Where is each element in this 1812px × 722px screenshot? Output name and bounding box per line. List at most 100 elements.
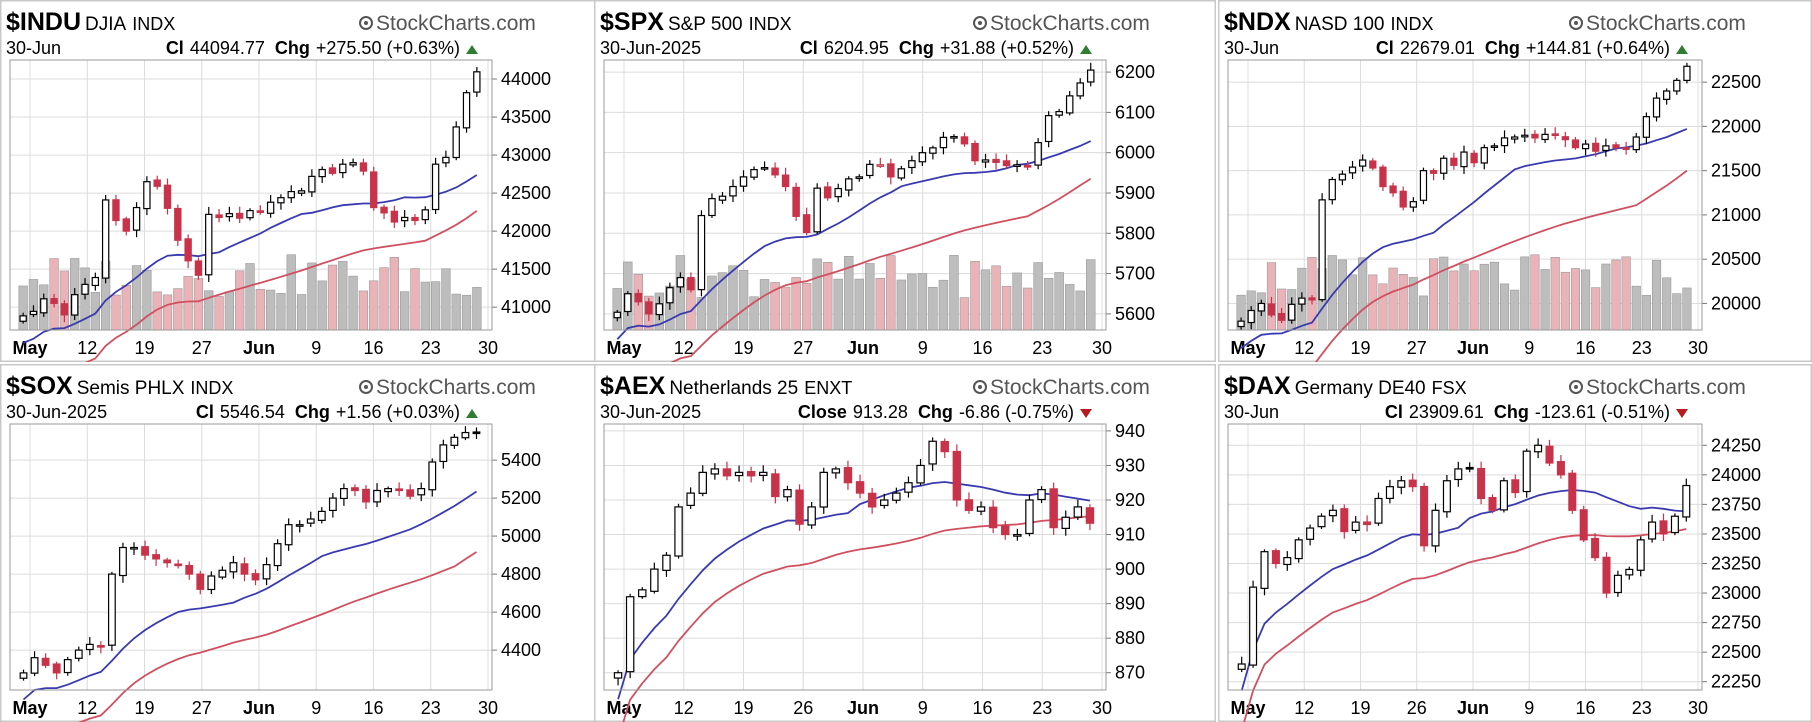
volume-bar (90, 292, 100, 331)
candle-body (194, 260, 203, 276)
close-label: Close (798, 402, 847, 422)
volume-bar (1510, 289, 1520, 331)
close-label: Cl (1376, 38, 1394, 58)
x-tick-label: Jun (847, 338, 879, 358)
symbol-label: $SPX (600, 8, 664, 36)
volume-bar (886, 255, 896, 331)
candle-body (50, 298, 58, 304)
ma-50-line (622, 515, 1090, 722)
x-tick-label: 30 (1688, 698, 1708, 718)
volume-bar (854, 278, 864, 331)
candle-body (710, 468, 720, 475)
candle-body (1521, 134, 1529, 138)
candle-body (1385, 486, 1394, 499)
watermark-icon-dot (364, 21, 368, 25)
candle-body (1055, 110, 1063, 116)
change-up-arrow-icon (1080, 45, 1092, 54)
candle-body (1613, 574, 1622, 594)
volume-bar (1449, 270, 1459, 331)
candle-body (1399, 190, 1407, 208)
x-tick-label: 27 (793, 338, 813, 358)
candle-body (421, 209, 429, 221)
candle-body (328, 497, 337, 512)
x-tick-label: 9 (311, 338, 321, 358)
candle-body (1294, 539, 1303, 560)
candle-body (1625, 568, 1634, 576)
candle-body (384, 487, 393, 493)
candle-body (400, 216, 409, 222)
x-tick-label: Jun (1457, 338, 1489, 358)
x-tick-label: 26 (793, 698, 813, 718)
candle-body (760, 166, 769, 170)
candle-body (185, 564, 194, 575)
candle-body (295, 524, 304, 527)
y-tick-label: 5000 (501, 526, 541, 546)
candle-body (718, 195, 727, 201)
candle-body (339, 487, 348, 500)
candle-body (1488, 496, 1497, 511)
change-value: +31.88 (+0.52%) (940, 38, 1074, 58)
candle-body (976, 506, 986, 512)
volume-bar (1001, 285, 1012, 331)
volume-bar (286, 254, 296, 331)
volume-bar (1022, 287, 1033, 331)
y-tick-label: 930 (1115, 455, 1145, 475)
change-value: +144.81 (+0.64%) (1526, 38, 1670, 58)
ma-20-line (616, 140, 1092, 340)
volume-bar (111, 294, 121, 331)
candle-body (1500, 137, 1509, 147)
candle-body (246, 209, 254, 219)
candle-body (771, 473, 780, 498)
candle-body (41, 657, 50, 666)
chart-panel-sox: $SOX Semis PHLX INDX StockCharts.com 30-Jun-… (0, 364, 602, 722)
candle-body (359, 162, 368, 172)
volume-bar (1530, 254, 1540, 331)
y-tick-label: 42000 (501, 221, 551, 241)
volume-bar (173, 288, 183, 331)
candle-body (783, 489, 792, 498)
x-tick-label: 19 (134, 338, 154, 358)
candle-body (1642, 116, 1651, 138)
candle-body (1359, 159, 1367, 167)
x-tick-label: 30 (1092, 338, 1112, 358)
symbol-label: $NDX (1224, 8, 1291, 36)
candle-body (1340, 508, 1349, 533)
candle-body (439, 444, 448, 463)
volume-bar (1682, 287, 1692, 331)
y-tick-label: 5900 (1115, 183, 1155, 203)
volume-bar (970, 261, 980, 331)
candle-body (866, 163, 874, 177)
watermark-label: StockCharts.com (990, 376, 1150, 399)
candle-body (928, 440, 937, 465)
watermark-icon (1569, 16, 1583, 30)
candle-body (950, 135, 958, 139)
volume-bar (389, 257, 399, 331)
candle-series (613, 437, 1095, 686)
candle-body (462, 92, 471, 129)
plot-area (1228, 424, 1702, 690)
symbol-label: $SOX (6, 372, 73, 400)
candle-body (729, 185, 737, 197)
candle-body (240, 563, 249, 575)
candle-body (1477, 467, 1486, 500)
volume-bar (959, 297, 970, 331)
candle-body (1338, 173, 1347, 181)
volume-bar (1054, 272, 1064, 331)
candle-body (122, 218, 130, 232)
candle-body (1561, 136, 1569, 141)
x-tick-label: 12 (1294, 338, 1314, 358)
candle-body (63, 659, 72, 674)
volume-series (1236, 254, 1692, 331)
x-tick-label: 9 (311, 698, 321, 718)
candle-body (1541, 133, 1549, 141)
candle-body (52, 663, 61, 674)
x-tick-label: 19 (733, 338, 753, 358)
candle-body (698, 471, 707, 494)
date-label: 30-Jun (1224, 38, 1279, 58)
x-tick-label: May (606, 338, 641, 358)
ma-50-line (670, 177, 1092, 362)
candle-body (1465, 466, 1474, 470)
candle-body (473, 71, 481, 93)
candle-body (624, 293, 632, 313)
exchange-label: FSX (1432, 378, 1467, 398)
